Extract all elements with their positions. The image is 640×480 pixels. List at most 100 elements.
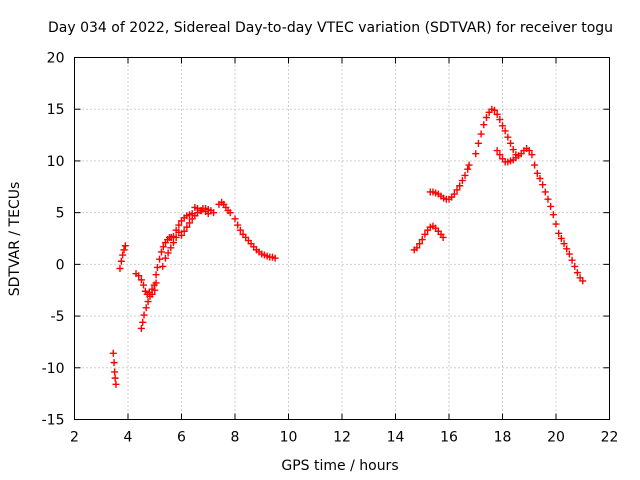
data-point <box>416 240 424 248</box>
data-point <box>439 233 447 241</box>
data-point <box>167 244 175 252</box>
data-point <box>231 215 239 223</box>
data-point <box>499 122 506 130</box>
data-point <box>156 255 164 263</box>
chart-title: Day 034 of 2022, Sidereal Day-to-day VTE… <box>48 20 613 36</box>
data-point <box>152 271 160 279</box>
data-point <box>112 380 120 388</box>
data-point <box>474 139 482 147</box>
data-point <box>169 239 177 247</box>
data-point <box>453 186 461 194</box>
data-point <box>148 290 156 298</box>
data-points <box>109 105 587 388</box>
data-point <box>531 161 539 169</box>
x-tick-labels: 2 4 6 8 10 12 14 16 18 20 22 <box>70 430 618 446</box>
data-point <box>137 324 145 332</box>
data-point <box>501 127 509 135</box>
data-point <box>560 240 568 248</box>
data-point <box>450 190 458 198</box>
data-point <box>150 281 158 289</box>
data-point <box>539 181 547 189</box>
x-tick-label: 6 <box>177 430 186 446</box>
data-point <box>477 130 485 138</box>
data-point <box>555 229 563 237</box>
data-point <box>139 318 147 326</box>
data-point <box>493 110 501 118</box>
data-point <box>161 254 169 262</box>
data-point <box>464 165 472 173</box>
y-tick-label: -15 <box>42 413 65 429</box>
data-point <box>144 298 152 306</box>
data-point <box>204 210 212 218</box>
data-point <box>159 262 167 270</box>
data-point <box>186 219 194 227</box>
data-point <box>533 169 541 177</box>
data-point <box>541 188 549 196</box>
data-point <box>549 211 557 219</box>
y-axis-label: SDTVAR / TECUs <box>7 182 23 297</box>
data-point <box>544 195 552 203</box>
data-point <box>421 230 429 238</box>
data-point <box>573 269 581 277</box>
x-tick-label: 8 <box>231 430 240 446</box>
data-point <box>172 226 180 234</box>
data-point <box>164 249 172 257</box>
data-point <box>472 150 480 158</box>
data-point <box>180 227 188 235</box>
data-point <box>480 121 488 129</box>
axis-ticks <box>74 57 610 420</box>
data-point <box>117 257 125 265</box>
data-point <box>528 151 536 159</box>
data-point <box>183 223 191 231</box>
data-point <box>116 264 124 272</box>
data-point <box>210 209 218 217</box>
data-point <box>153 263 161 271</box>
data-point <box>413 244 421 252</box>
y-tick-label: 5 <box>56 206 65 222</box>
data-point <box>140 281 148 289</box>
data-point <box>568 256 576 264</box>
data-point <box>120 246 128 254</box>
data-point <box>198 207 206 215</box>
data-point <box>236 226 244 234</box>
data-point <box>178 231 185 239</box>
data-point <box>465 161 473 169</box>
data-point <box>490 106 498 114</box>
data-point <box>456 182 464 190</box>
data-point <box>496 116 504 124</box>
data-point <box>110 359 118 367</box>
data-point <box>226 209 234 217</box>
y-tick-label: 10 <box>47 154 65 170</box>
data-point <box>547 202 555 210</box>
data-point <box>111 374 119 382</box>
x-tick-label: 22 <box>601 430 619 446</box>
x-tick-label: 4 <box>124 430 133 446</box>
data-point <box>525 147 533 155</box>
y-tick-label: 20 <box>47 51 65 67</box>
x-axis-label: GPS time / hours <box>281 458 398 474</box>
data-point <box>175 221 183 229</box>
x-tick-label: 2 <box>70 430 79 446</box>
data-point <box>169 232 177 240</box>
data-point <box>234 221 242 229</box>
data-point <box>271 254 279 262</box>
data-point <box>496 151 504 159</box>
data-point <box>482 113 490 121</box>
data-point <box>563 245 571 253</box>
data-point <box>461 171 469 179</box>
data-point <box>536 175 544 183</box>
x-tick-label: 18 <box>494 430 512 446</box>
data-point <box>579 277 587 285</box>
data-point <box>159 243 167 251</box>
data-point <box>137 276 145 284</box>
data-point <box>121 242 129 250</box>
data-point <box>194 205 202 213</box>
data-point <box>142 304 150 312</box>
data-point <box>507 139 515 147</box>
x-tick-label: 10 <box>280 430 298 446</box>
data-point <box>571 262 579 270</box>
data-point <box>504 133 512 141</box>
data-point <box>552 220 560 228</box>
